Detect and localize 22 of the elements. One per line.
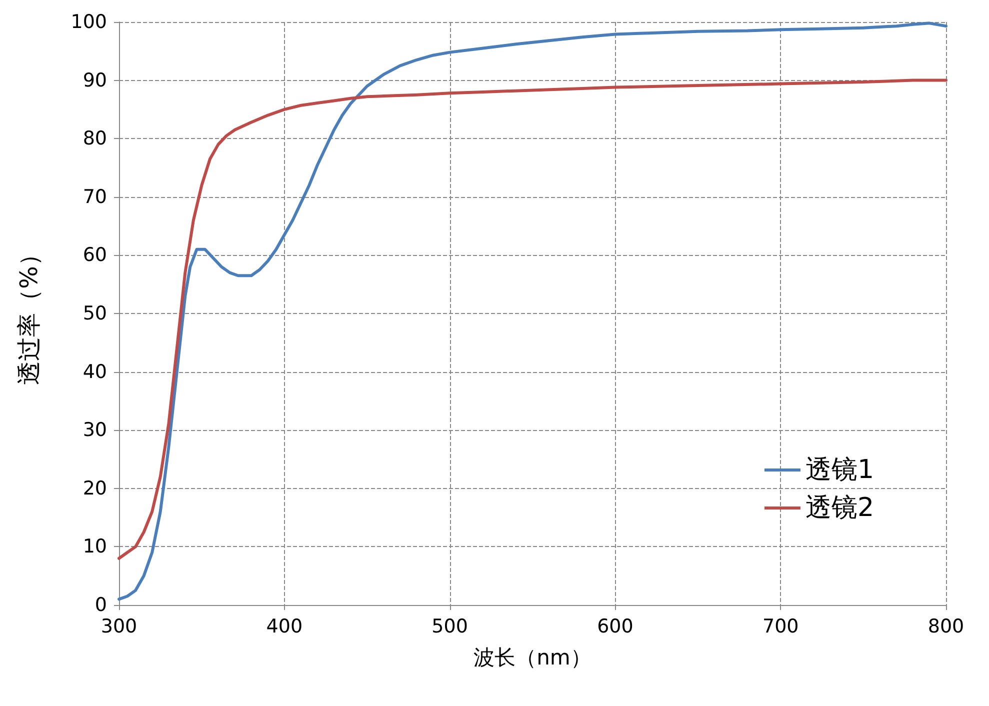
y-tick-label: 80 — [82, 128, 107, 150]
legend-label: 透镜2 — [805, 493, 874, 523]
y-tick-label: 20 — [82, 477, 107, 500]
y-tick-label: 90 — [82, 69, 107, 92]
y-tick-label: 30 — [82, 419, 107, 442]
y-tick-label: 70 — [82, 186, 107, 208]
x-tick-label: 800 — [928, 616, 964, 638]
x-tick-label: 400 — [266, 616, 303, 638]
x-tick-label: 300 — [100, 616, 138, 638]
y-tick-label: 50 — [82, 302, 107, 324]
y-axis-title: 透过率（%） — [15, 242, 43, 385]
x-tick-label: 500 — [432, 616, 468, 638]
y-tick-label: 10 — [82, 536, 107, 558]
line-series — [118, 78, 948, 560]
y-tick-label: 0 — [94, 594, 107, 616]
legend-label: 透镜1 — [805, 455, 874, 485]
x-tick-label: 700 — [762, 616, 799, 638]
x-tick-label: 600 — [597, 616, 634, 638]
y-tick-label: 100 — [70, 11, 107, 33]
y-tick-label: 60 — [82, 244, 107, 266]
x-axis-title: 波长（nm） — [474, 646, 592, 670]
y-tick-label: 40 — [82, 360, 107, 383]
